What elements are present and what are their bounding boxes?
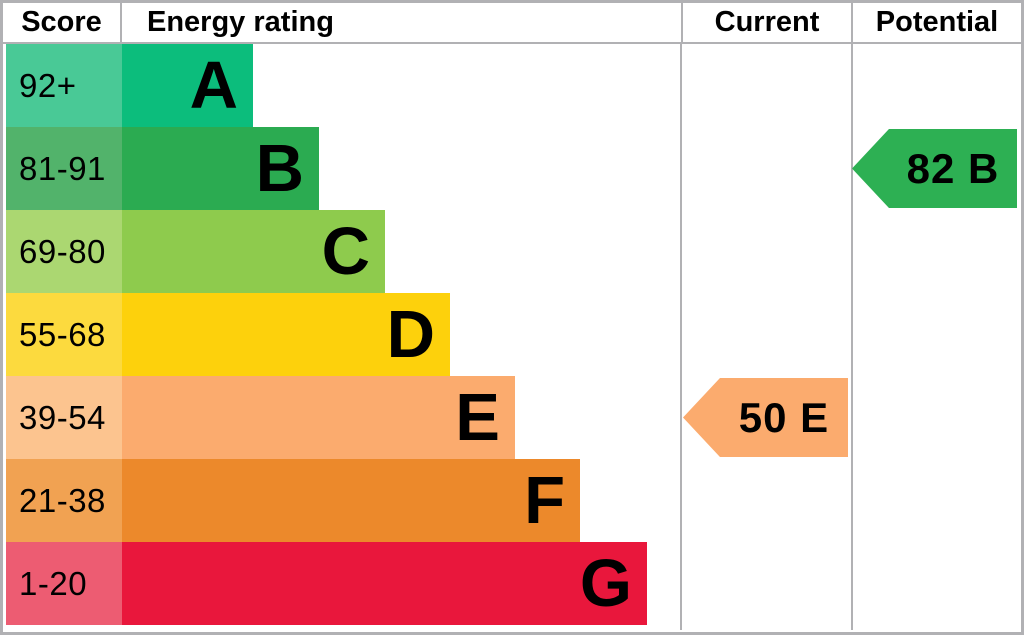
- score-range-label: 69-80: [19, 233, 106, 270]
- band-bar: C: [122, 210, 385, 293]
- potential-rating-arrow: 82 B: [852, 129, 1017, 208]
- score-range-label: 81-91: [19, 150, 106, 187]
- band-bar: B: [122, 127, 319, 210]
- score-cell: 39-54: [6, 376, 122, 459]
- current-rating-arrow: 50 E: [683, 378, 848, 457]
- band-letter: C: [321, 214, 370, 289]
- band-row: 92+ A: [3, 44, 1021, 127]
- header-current: Current: [681, 3, 851, 42]
- potential-column-divider: [851, 44, 853, 630]
- score-cell: 1-20: [6, 542, 122, 625]
- score-cell: 21-38: [6, 459, 122, 542]
- band-letter: F: [524, 463, 565, 538]
- score-range-label: 39-54: [19, 399, 106, 436]
- band-bar: F: [122, 459, 580, 542]
- chart-body: 50 E 82 B 92+ A 81-91 B 69-80 C 55-68: [3, 44, 1021, 630]
- band-letter: B: [255, 131, 304, 206]
- score-cell: 81-91: [6, 127, 122, 210]
- score-range-label: 92+: [19, 67, 77, 104]
- band-row: 55-68 D: [3, 293, 1021, 376]
- band-row: 81-91 B: [3, 127, 1021, 210]
- band-bar: D: [122, 293, 450, 376]
- band-bar: G: [122, 542, 647, 625]
- score-cell: 55-68: [6, 293, 122, 376]
- band-row: 39-54 E: [3, 376, 1021, 459]
- band-letter: G: [579, 546, 632, 621]
- potential-rating-label: 82 B: [906, 144, 1000, 192]
- header-energy-rating: Energy rating: [147, 6, 334, 38]
- band-bar: E: [122, 376, 515, 459]
- score-range-label: 21-38: [19, 482, 106, 519]
- band-row: 1-20 G: [3, 542, 1021, 625]
- score-range-label: 55-68: [19, 316, 106, 353]
- score-cell: 92+: [6, 44, 122, 127]
- score-cell: 69-80: [6, 210, 122, 293]
- header-score: Score: [3, 3, 122, 42]
- band-letter: D: [386, 297, 435, 372]
- chart-header: Score Energy rating Current Potential: [3, 3, 1021, 44]
- current-rating-label: 50 E: [738, 393, 830, 441]
- score-range-label: 1-20: [19, 565, 88, 602]
- band-letter: A: [189, 48, 238, 123]
- band-row: 21-38 F: [3, 459, 1021, 542]
- band-letter: E: [455, 380, 500, 455]
- current-column-divider: [680, 44, 682, 630]
- band-row: 69-80 C: [3, 210, 1021, 293]
- band-bar: A: [122, 44, 253, 127]
- header-potential: Potential: [851, 3, 1021, 42]
